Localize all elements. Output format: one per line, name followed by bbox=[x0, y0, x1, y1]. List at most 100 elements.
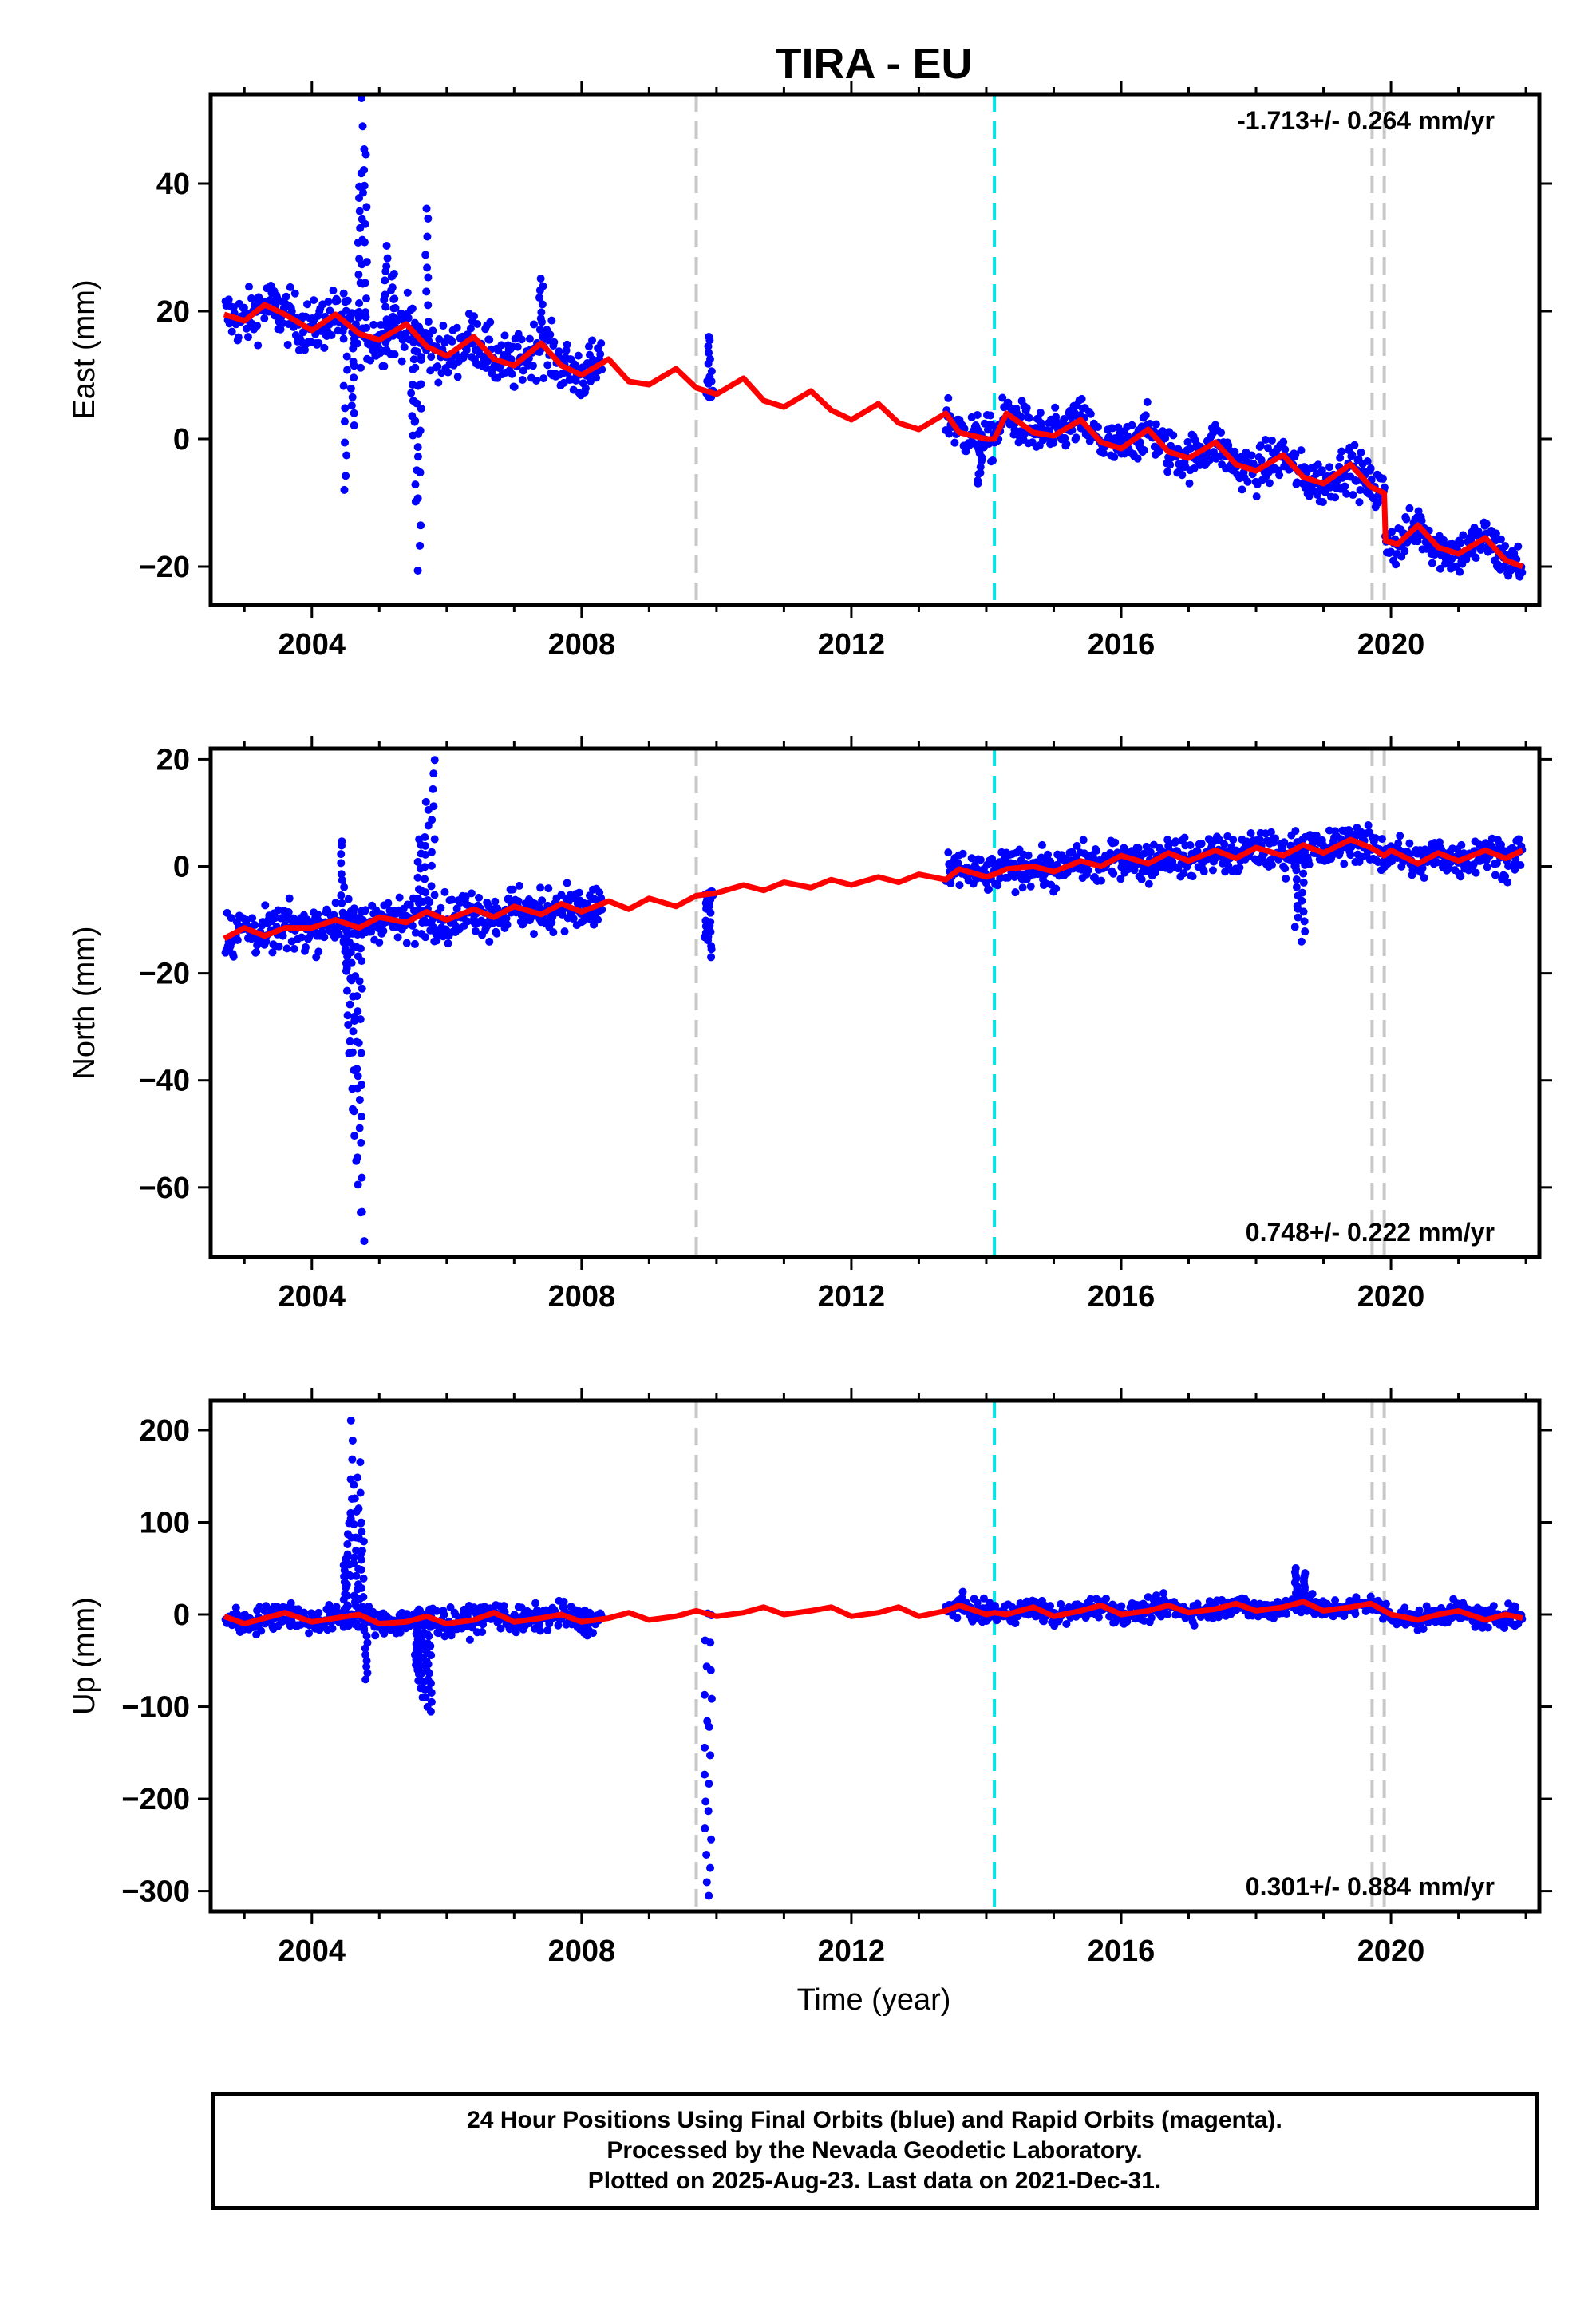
position-point bbox=[543, 1626, 552, 1634]
position-point bbox=[547, 316, 556, 325]
position-point bbox=[1238, 485, 1246, 494]
position-point bbox=[1100, 449, 1108, 457]
position-point bbox=[333, 297, 342, 306]
position-point bbox=[550, 338, 559, 346]
position-point bbox=[597, 894, 606, 903]
position-point bbox=[437, 903, 445, 912]
outlier-point bbox=[539, 282, 547, 290]
outlier-point bbox=[705, 1891, 713, 1900]
outlier-point bbox=[411, 417, 420, 425]
position-point bbox=[1179, 869, 1188, 878]
outlier-point bbox=[424, 1660, 433, 1669]
outlier-point bbox=[707, 367, 716, 376]
position-point bbox=[1197, 840, 1206, 848]
outlier-point bbox=[356, 1015, 365, 1024]
position-point bbox=[1501, 872, 1510, 881]
outlier-point bbox=[361, 279, 369, 287]
outlier-point bbox=[360, 181, 369, 190]
outlier-point bbox=[701, 1797, 710, 1806]
outlier-point bbox=[360, 166, 369, 175]
outlier-point bbox=[361, 1675, 370, 1684]
position-point bbox=[515, 881, 523, 890]
outlier-point bbox=[350, 1132, 359, 1140]
position-point bbox=[1459, 531, 1468, 539]
position-point bbox=[1163, 1610, 1172, 1618]
outlier-point bbox=[361, 1650, 370, 1659]
position-point bbox=[1255, 835, 1264, 844]
position-point bbox=[254, 341, 263, 350]
outlier-point bbox=[421, 1693, 430, 1701]
position-point bbox=[233, 935, 242, 944]
outlier-point bbox=[350, 1017, 359, 1026]
position-point bbox=[588, 336, 597, 345]
position-point bbox=[1252, 492, 1261, 501]
position-point bbox=[1436, 564, 1444, 573]
position-point bbox=[234, 333, 243, 342]
outlier-point bbox=[977, 456, 986, 465]
x-tick-label: 2008 bbox=[548, 628, 616, 662]
position-point bbox=[1496, 535, 1505, 543]
panel-up: 2004 2008 2012 2016 2020 −300 −200 −100 0 100 200 U… bbox=[68, 1388, 1552, 1968]
position-point bbox=[467, 889, 476, 898]
position-point bbox=[1144, 879, 1153, 888]
footer-line-orbits: 24 Hour Positions Using Final Orbits (bl… bbox=[467, 2107, 1282, 2133]
x-tick-label: 2004 bbox=[279, 1280, 346, 1314]
outlier-point bbox=[1292, 875, 1301, 884]
outlier-point bbox=[361, 1619, 369, 1628]
position-point bbox=[1102, 1595, 1111, 1603]
outlier-point bbox=[407, 389, 416, 397]
position-point bbox=[1271, 834, 1280, 843]
position-point bbox=[320, 933, 329, 942]
outlier-point bbox=[343, 1011, 352, 1020]
outlier-point bbox=[358, 984, 366, 993]
position-point bbox=[1378, 474, 1387, 483]
position-point bbox=[1092, 846, 1100, 855]
position-point bbox=[224, 295, 233, 304]
outlier-point bbox=[424, 214, 433, 223]
position-point bbox=[1136, 438, 1144, 447]
position-point bbox=[491, 897, 500, 906]
position-point bbox=[1116, 875, 1125, 883]
outlier-point bbox=[381, 276, 389, 285]
position-point bbox=[271, 914, 279, 923]
position-point bbox=[1062, 1619, 1071, 1628]
position-point bbox=[334, 930, 343, 939]
outlier-point bbox=[427, 882, 436, 891]
y-tick-label: −60 bbox=[139, 1172, 190, 1205]
outlier-point bbox=[705, 354, 714, 363]
outlier-point bbox=[421, 841, 429, 850]
outlier-point bbox=[421, 251, 430, 259]
position-point bbox=[945, 429, 954, 438]
position-point bbox=[1094, 1613, 1103, 1622]
position-point bbox=[549, 928, 558, 937]
position-point bbox=[579, 916, 587, 925]
position-point bbox=[408, 921, 417, 930]
outlier-point bbox=[343, 1550, 352, 1559]
outlier-point bbox=[424, 318, 433, 326]
outlier-point bbox=[409, 338, 418, 346]
position-point bbox=[1224, 861, 1233, 870]
outlier-point bbox=[362, 1662, 371, 1671]
position-point bbox=[1516, 861, 1525, 870]
position-point bbox=[1052, 884, 1061, 893]
position-point bbox=[1267, 436, 1276, 445]
position-point bbox=[594, 915, 602, 924]
position-point bbox=[1152, 1591, 1160, 1600]
outlier-point bbox=[358, 1547, 367, 1555]
footer-line-dates: Plotted on 2025-Aug-23. Last data on 202… bbox=[587, 2168, 1162, 2194]
position-point bbox=[1331, 1596, 1340, 1605]
position-point bbox=[463, 917, 472, 926]
outlier-point bbox=[389, 312, 397, 321]
position-point bbox=[1060, 415, 1069, 424]
position-point bbox=[466, 324, 475, 333]
position-point bbox=[440, 887, 449, 896]
position-point bbox=[486, 318, 495, 326]
position-point bbox=[1483, 863, 1491, 871]
position-point bbox=[1501, 542, 1510, 551]
position-point bbox=[282, 944, 291, 953]
outlier-point bbox=[705, 332, 713, 341]
outlier-point bbox=[350, 409, 358, 417]
position-point bbox=[1086, 409, 1095, 418]
position-point bbox=[589, 1629, 598, 1638]
velocity-rate-label: -1.713+/- 0.264 mm/yr bbox=[1237, 106, 1495, 135]
